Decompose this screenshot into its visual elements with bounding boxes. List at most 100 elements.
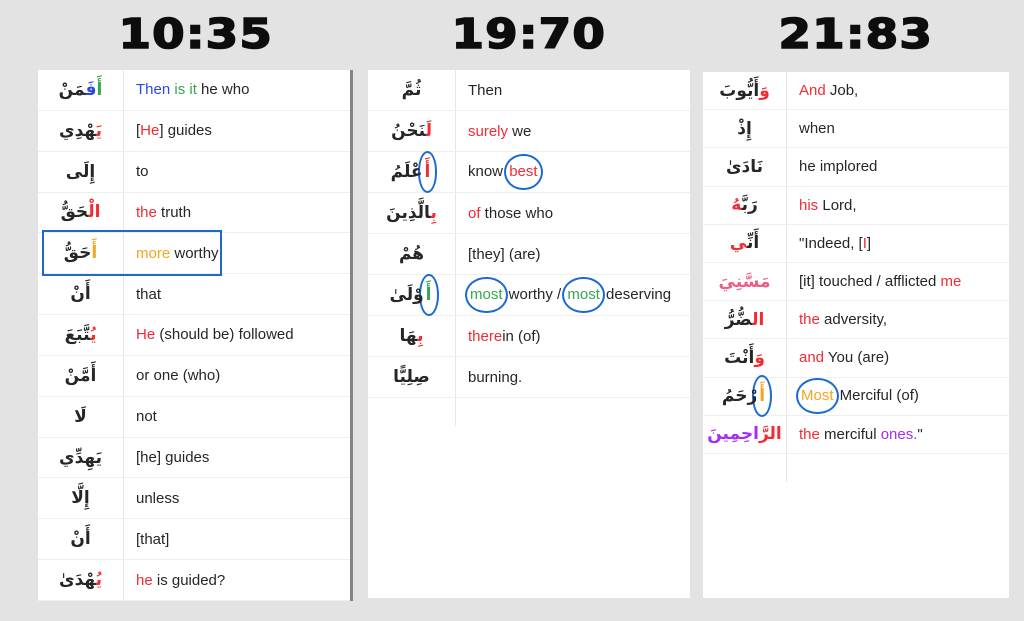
word-segment: وْلَىٰ xyxy=(389,285,424,305)
arabic-word: لَ‍‍نَحْنُ xyxy=(368,121,455,141)
word-segment: صِلِيًّا xyxy=(393,367,430,387)
word-segment: know xyxy=(468,162,508,180)
word-segment: وَ xyxy=(754,347,765,368)
arabic-word: ال‍‍ضُّرُّ xyxy=(703,310,786,330)
word-segment: بِ‍ xyxy=(417,326,424,346)
word-segment: [it] touched / afflicted xyxy=(799,273,941,291)
verse-row: أَ حَقُّ more worthy xyxy=(38,230,353,277)
word-segment: Lord, xyxy=(818,196,857,214)
word-segment: نَادَىٰ xyxy=(725,156,764,177)
translation-text: and You (are) xyxy=(786,349,1009,366)
translation-text: the adversity, xyxy=(786,311,1009,328)
verse-row: إِذْ when xyxy=(703,110,1009,149)
word-segment: me xyxy=(940,273,962,291)
word-segment: ‍ضُّرُّ xyxy=(724,309,753,330)
verse-row: يُ‍‍هْدَىٰ he is guided? xyxy=(38,560,353,601)
verse-row: أَنْ [that] xyxy=(38,519,353,561)
word-segment: his xyxy=(799,196,819,214)
verse-row: أَ فَ‍‍مَنْ Then is it he who xyxy=(38,70,353,111)
arabic-word: مَسَّنِيَ xyxy=(703,272,786,292)
arabic-word: أَ وْلَىٰ xyxy=(368,273,455,317)
translation-text: Most Merciful (of) xyxy=(786,377,1009,415)
word-segment: يُ‍ xyxy=(95,570,103,591)
word-segment: He xyxy=(136,326,156,344)
verse-row: هُمْ [they] (are) xyxy=(368,234,690,275)
column-header-21-83: 21:83 xyxy=(778,9,934,59)
word-segment: the xyxy=(799,311,820,329)
arabic-word: أَنْ xyxy=(38,529,123,549)
translation-text: And Job, xyxy=(786,82,1009,99)
arabic-word: أَ حَقُّ xyxy=(38,243,123,263)
word-segment: that xyxy=(136,285,162,303)
word-segment: إِلَّا xyxy=(71,488,90,509)
word-segment: when xyxy=(799,120,835,138)
arabic-word: بِ‍‍هَا xyxy=(368,326,455,346)
verse-row: صِلِيًّا burning. xyxy=(368,357,690,398)
word-segment: [he] guides xyxy=(136,449,210,467)
word-segment: ثُمَّ xyxy=(401,80,422,100)
verse-table-10-35: أَ فَ‍‍مَنْ Then is it he who يَ‍‍هْدِي [He]… xyxy=(38,70,353,601)
translation-text: Then is it he who xyxy=(123,81,353,98)
circle-annotation: أَ xyxy=(752,374,773,418)
circle-annotation: أَ xyxy=(418,273,439,317)
verse-row: أَ وْلَىٰ most worthy / most deserving xyxy=(368,273,690,317)
translation-text: his Lord, xyxy=(786,197,1009,214)
verse-row: أَنِّ‍‍ي "Indeed, [I] xyxy=(703,225,1009,263)
scrollbar[interactable] xyxy=(350,70,353,601)
arabic-word: صِلِيًّا xyxy=(368,367,455,387)
translation-text: [He] guides xyxy=(123,122,353,139)
word-segment: الْ‍ xyxy=(88,202,101,223)
word-segment: Then xyxy=(468,81,503,99)
translation-text: surely we xyxy=(455,123,690,140)
verse-row: وَ أَيُّوبَ And Job, xyxy=(703,72,1009,111)
verse-row: أَ رْحَمُ Most Merciful (of) xyxy=(703,374,1009,418)
word-segment: إِذْ xyxy=(737,118,752,139)
verse-row: بِ‍‍هَا therein (of) xyxy=(368,316,690,357)
word-segment: حَقُّ xyxy=(63,243,92,264)
translation-text: the merciful ones." xyxy=(786,426,1009,443)
translation-text: to xyxy=(123,163,353,180)
arabic-word: إِلَّا xyxy=(38,488,123,508)
translation-text: when xyxy=(786,120,1009,137)
word-segment: " xyxy=(917,425,923,443)
word-segment: the xyxy=(136,203,157,221)
translation-text: he is guided? xyxy=(123,572,353,589)
column-divider xyxy=(123,70,124,601)
word-segment: ‍هْدِي xyxy=(59,120,96,141)
circle-annotation: Most xyxy=(796,377,839,415)
word-segment: "Indeed, [ xyxy=(799,234,863,252)
word-segment: يُ‍ xyxy=(90,324,97,345)
word-segment: burning. xyxy=(468,368,523,386)
translation-text: of those who xyxy=(455,205,690,222)
arabic-word: بِ‍‍الَّذِينَ xyxy=(368,203,455,223)
word-segment: مَسَّنِيَ xyxy=(718,271,771,292)
translation-text: He (should be) followed xyxy=(123,326,353,343)
word-segment: deserving xyxy=(601,285,672,303)
verse-row: يُ‍‍تَّبَعَ He (should be) followed xyxy=(38,315,353,356)
circle-annotation: best xyxy=(504,153,543,191)
translation-text: therein (of) xyxy=(455,328,690,345)
translation-text: Then xyxy=(455,82,690,99)
word-segment: أَنْتَ xyxy=(724,347,755,368)
word-segment: عْلَمُ xyxy=(390,162,423,182)
arabic-word: يُ‍‍هْدَىٰ xyxy=(38,570,123,590)
translation-text: unless xyxy=(123,490,353,507)
arabic-word: وَ أَنْتَ xyxy=(703,348,786,368)
word-segment: in (of) xyxy=(502,327,541,345)
translation-text: most worthy / most deserving xyxy=(455,276,690,314)
word-segment: أَ xyxy=(96,79,103,100)
word-segment: truth xyxy=(156,203,192,221)
word-segment: فَ‍ xyxy=(85,79,97,100)
word-segment: adversity, xyxy=(819,311,888,329)
verse-row: أَمَّنْ or one (who) xyxy=(38,356,353,397)
verse-rows: أَ فَ‍‍مَنْ Then is it he who يَ‍‍هْدِي [He]… xyxy=(38,70,353,601)
word-segment: إِلَى xyxy=(65,161,96,182)
word-segment: ‍حَقُّ xyxy=(60,202,89,223)
verse-table-19-70: ثُمَّ Then لَ‍‍نَحْنُ surely we أَ عْلَمُ know… xyxy=(368,70,690,598)
word-segment: [they] (are) xyxy=(468,245,541,263)
arabic-word: يُ‍‍تَّبَعَ xyxy=(38,325,123,345)
translation-text: burning. xyxy=(455,369,690,386)
verse-row: إِلَّا unless xyxy=(38,478,353,520)
word-segment: رْحَمُ xyxy=(721,386,758,407)
word-segment: يَهِدِّي xyxy=(59,447,103,468)
